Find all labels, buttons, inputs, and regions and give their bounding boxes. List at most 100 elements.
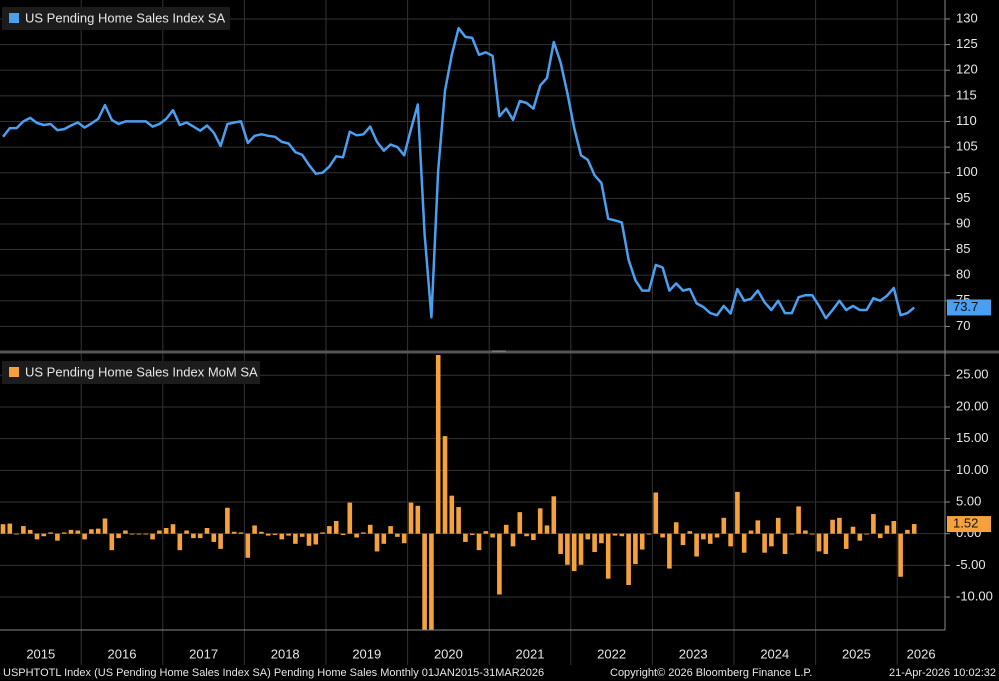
bar <box>75 530 81 534</box>
footer-center: Copyright© 2026 Bloomberg Finance L.P. <box>610 667 812 679</box>
bar <box>211 533 217 542</box>
bar <box>741 533 747 553</box>
legend-top <box>2 7 230 30</box>
bar <box>381 533 387 544</box>
x-tick-label: 2022 <box>597 646 626 661</box>
bar <box>857 533 863 541</box>
y-tick-label: 95 <box>956 190 970 205</box>
bar <box>762 533 767 553</box>
y-tick-label: 125 <box>956 36 978 51</box>
bar <box>48 532 53 534</box>
bar <box>531 533 536 541</box>
x-tick-label: 2021 <box>516 646 545 661</box>
bar <box>877 533 883 539</box>
bar <box>197 533 203 539</box>
bar <box>599 533 604 544</box>
bar <box>585 533 591 540</box>
y-tick-label: 115 <box>956 87 977 102</box>
bar <box>571 533 577 572</box>
y-tick-label: 130 <box>956 10 978 25</box>
bar <box>68 529 74 534</box>
footer-left: USPHTOTL Index (US Pending Home Sales In… <box>3 667 544 679</box>
bar <box>544 525 550 534</box>
y-tick-label: 25.00 <box>956 367 989 382</box>
bar <box>252 525 257 534</box>
bar <box>694 533 699 557</box>
bar <box>238 532 244 534</box>
bar <box>435 355 441 534</box>
bar <box>449 495 455 534</box>
bar <box>361 532 366 534</box>
bar <box>231 531 237 534</box>
bar <box>871 514 876 534</box>
bar <box>755 520 761 534</box>
bar <box>864 533 869 535</box>
bar <box>129 533 135 535</box>
last-value-label: 1.52 <box>953 515 978 530</box>
bar <box>537 508 543 534</box>
bar <box>796 506 801 534</box>
bar <box>701 533 706 540</box>
bar <box>680 533 686 546</box>
x-tick-label: 2017 <box>189 646 218 661</box>
x-tick-label: 2024 <box>760 646 789 661</box>
bar <box>347 502 353 534</box>
bar <box>442 436 448 534</box>
bar <box>850 526 856 534</box>
last-value-tag <box>947 516 991 533</box>
bar <box>769 533 774 547</box>
bar <box>469 533 475 535</box>
legend-label: US Pending Home Sales Index MoM SA <box>25 364 258 379</box>
bar <box>204 527 210 534</box>
plot-bottom <box>0 355 917 630</box>
bar <box>490 533 495 538</box>
bar <box>14 533 19 535</box>
y-tick-label: 70 <box>956 318 970 333</box>
bar <box>401 533 407 544</box>
bar <box>306 533 312 546</box>
bar <box>354 533 359 538</box>
bar <box>395 533 400 537</box>
bar <box>422 533 427 630</box>
bar <box>891 521 897 534</box>
bar <box>898 533 903 577</box>
last-value-tag <box>947 299 991 316</box>
bar <box>95 528 101 534</box>
bar <box>837 517 842 534</box>
y-tick-label: 120 <box>956 62 978 77</box>
bar <box>218 533 223 549</box>
bar <box>340 533 346 535</box>
bar <box>503 524 509 534</box>
bar <box>619 533 625 537</box>
legend-label: US Pending Home Sales Index SA <box>25 10 225 25</box>
bar <box>911 524 917 534</box>
bar <box>327 526 332 534</box>
y-tick-label: 10.00 <box>956 462 989 477</box>
bar <box>748 530 754 534</box>
bar <box>55 533 60 541</box>
bar <box>830 519 835 534</box>
bar <box>476 533 482 551</box>
bar <box>143 533 149 535</box>
bar <box>415 505 421 534</box>
bar <box>34 533 40 540</box>
y-tick-label: 90 <box>956 215 970 230</box>
bar <box>109 533 115 551</box>
legend-bottom <box>2 361 260 384</box>
y-tick-label: 15.00 <box>956 430 989 445</box>
bar <box>843 533 849 549</box>
bar <box>157 530 162 534</box>
bar <box>191 533 196 539</box>
bar <box>775 517 781 534</box>
bar <box>272 533 278 535</box>
bar <box>639 533 645 550</box>
y-tick-label: 5.00 <box>956 493 981 508</box>
x-tick-label: 2020 <box>434 646 463 661</box>
bar <box>265 533 271 536</box>
bar <box>279 533 285 540</box>
bar <box>558 533 563 554</box>
bar <box>823 533 829 554</box>
legend-swatch <box>9 13 19 23</box>
legend-swatch <box>9 367 19 377</box>
